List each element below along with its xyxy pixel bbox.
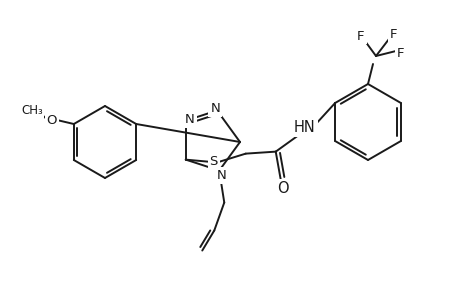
Text: O: O — [46, 113, 57, 127]
Text: N: N — [216, 169, 226, 182]
Text: HN: HN — [293, 120, 315, 135]
Text: S: S — [209, 155, 218, 168]
Text: F: F — [389, 28, 397, 40]
Text: N: N — [185, 113, 194, 126]
Text: F: F — [397, 46, 404, 59]
Text: O: O — [276, 181, 288, 196]
Text: F: F — [357, 29, 364, 43]
Text: N: N — [210, 102, 220, 115]
Text: CH₃: CH₃ — [21, 103, 43, 116]
